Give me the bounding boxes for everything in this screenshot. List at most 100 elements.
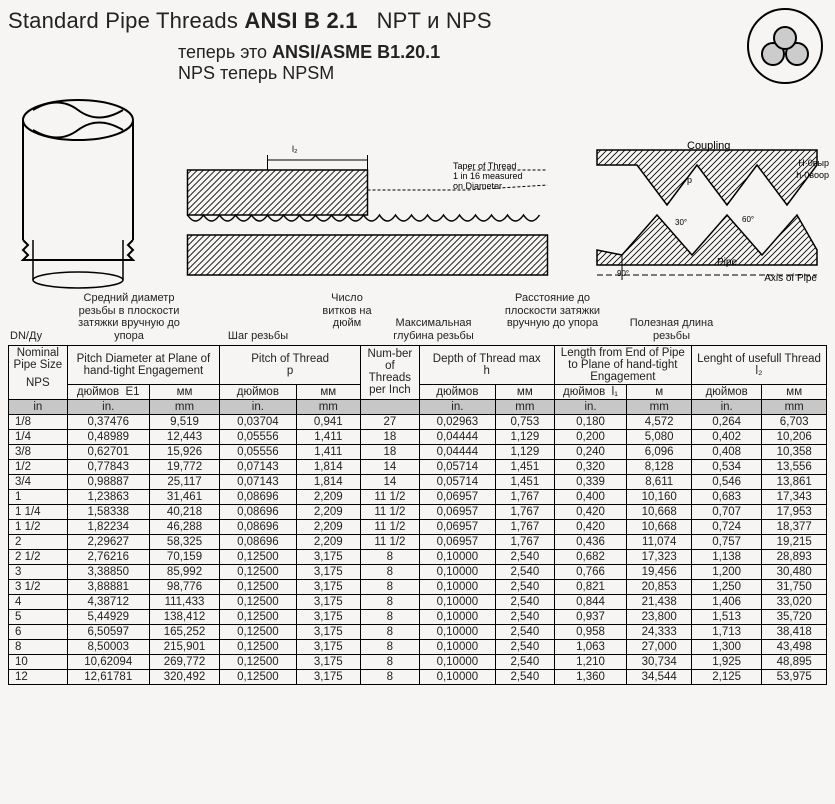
table-cell: 1,138 [691, 549, 761, 564]
table-cell: 269,772 [149, 654, 219, 669]
table-cell: 3/4 [9, 474, 68, 489]
table-row: 3/80,6270115,9260,055561,411180,044441,1… [9, 444, 827, 459]
table-cell: 3,175 [296, 564, 361, 579]
thread-table: Nominal Pipe Size NPS Pitch Diameter at … [8, 345, 827, 685]
table-cell: 1,300 [691, 639, 761, 654]
table-cell: 0,757 [691, 534, 761, 549]
table-cell: 0,546 [691, 474, 761, 489]
table-row: 55,44929138,4120,125003,17580,100002,540… [9, 609, 827, 624]
table-cell: 0,10000 [419, 564, 495, 579]
table-cell: 8 [361, 669, 420, 684]
angle90-label: 90° [617, 269, 629, 278]
table-cell: 10 [9, 654, 68, 669]
table-cell: 0,683 [691, 489, 761, 504]
table-cell: 10,668 [627, 519, 692, 534]
table-cell: 0,10000 [419, 549, 495, 564]
table-cell: 8,50003 [67, 639, 149, 654]
table-cell: 3 [9, 564, 68, 579]
unit-cell: in. [554, 399, 627, 414]
table-cell: 0,10000 [419, 579, 495, 594]
table-cell: 27,000 [627, 639, 692, 654]
table-cell: 17,953 [762, 504, 827, 519]
table-cell: 0,08696 [220, 504, 296, 519]
table-cell: 0,12500 [220, 594, 296, 609]
table-cell: 0,937 [554, 609, 627, 624]
header-text: Standard Pipe Threads ANSI B 2.1 NPT и N… [8, 8, 747, 84]
table-cell: 1,767 [496, 489, 555, 504]
table-cell: 3,175 [296, 609, 361, 624]
table-cell: 27 [361, 414, 420, 429]
unit-cell: in. [691, 399, 761, 414]
table-cell: 1 1/2 [9, 519, 68, 534]
table-cell: 0,402 [691, 429, 761, 444]
table-head: Nominal Pipe Size NPS Pitch Diameter at … [9, 345, 827, 414]
h1-label: H·0выр [798, 158, 829, 168]
table-cell: 28,893 [762, 549, 827, 564]
table-cell: 31,461 [149, 489, 219, 504]
angle30-label: 30° [675, 218, 687, 227]
table-cell: 0,339 [554, 474, 627, 489]
hdr-nps: Nominal Pipe Size NPS [9, 345, 68, 399]
ru-tpi: Число витков на дюйм [320, 292, 374, 343]
table-cell: 85,992 [149, 564, 219, 579]
table-cell: 3,175 [296, 669, 361, 684]
hdr-depth: Depth of Thread max h [419, 345, 554, 384]
table-cell: 0,06957 [419, 534, 495, 549]
table-cell: 3,175 [296, 594, 361, 609]
table-cell: 17,343 [762, 489, 827, 504]
table-cell: 2,540 [496, 639, 555, 654]
table-cell: 0,07143 [220, 459, 296, 474]
table-cell: 13,556 [762, 459, 827, 474]
table-cell: 8 [361, 579, 420, 594]
table-cell: 0,37476 [67, 414, 149, 429]
table-cell: 0,12500 [220, 564, 296, 579]
hdr-tpi: Num-ber of Threads per Inch [361, 345, 420, 399]
table-cell: 0,436 [554, 534, 627, 549]
table-cell: 2,125 [691, 669, 761, 684]
table-cell: 10,62094 [67, 654, 149, 669]
table-cell: 2,540 [496, 579, 555, 594]
p-label: p [687, 175, 692, 185]
table-cell: 2,540 [496, 609, 555, 624]
ru-useful: Полезная длина резьбы [612, 317, 731, 342]
table-cell: 15,926 [149, 444, 219, 459]
subtitle-2: NPS теперь NPSM [178, 63, 747, 84]
table-cell: 0,844 [554, 594, 627, 609]
table-cell: 30,734 [627, 654, 692, 669]
table-cell: 0,07143 [220, 474, 296, 489]
table-row: 1212,61781320,4920,125003,17580,100002,5… [9, 669, 827, 684]
pipe-label: Pipe [717, 257, 737, 268]
table-row: 44,38712111,4330,125003,17580,100002,540… [9, 594, 827, 609]
diagrams-row: l₂ Taper of Thread 1 in 16 measured on D… [8, 90, 827, 290]
table-cell: 12,443 [149, 429, 219, 444]
table-cell: 0,12500 [220, 654, 296, 669]
sub-a: теперь это [178, 42, 267, 62]
table-row: 11,2386331,4610,086962,20911 1/20,069571… [9, 489, 827, 504]
table-row: 2 1/22,7621670,1590,125003,17580,100002,… [9, 549, 827, 564]
table-cell: 1,925 [691, 654, 761, 669]
table-cell: 0,12500 [220, 579, 296, 594]
unit-cell: mm [149, 399, 219, 414]
table-cell: 1,814 [296, 474, 361, 489]
table-cell: 2,209 [296, 504, 361, 519]
table-cell: 0,682 [554, 549, 627, 564]
table-cell: 0,02963 [419, 414, 495, 429]
table-cell: 35,720 [762, 609, 827, 624]
table-cell: 1,129 [496, 444, 555, 459]
table-cell: 8,611 [627, 474, 692, 489]
title-b: ANSI B 2.1 [244, 8, 357, 33]
table-cell: 18,377 [762, 519, 827, 534]
table-cell: 11 1/2 [361, 519, 420, 534]
table-cell: 6,50597 [67, 624, 149, 639]
table-cell: 111,433 [149, 594, 219, 609]
table-cell: 8,128 [627, 459, 692, 474]
table-cell: 46,288 [149, 519, 219, 534]
table-cell: 0,821 [554, 579, 627, 594]
table-cell: 0,10000 [419, 609, 495, 624]
table-cell: 0,05556 [220, 444, 296, 459]
table-cell: 0,62701 [67, 444, 149, 459]
table-cell: 1,513 [691, 609, 761, 624]
table-row: 1 1/21,8223446,2880,086962,20911 1/20,06… [9, 519, 827, 534]
table-cell: 0,48989 [67, 429, 149, 444]
table-cell: 0,98887 [67, 474, 149, 489]
